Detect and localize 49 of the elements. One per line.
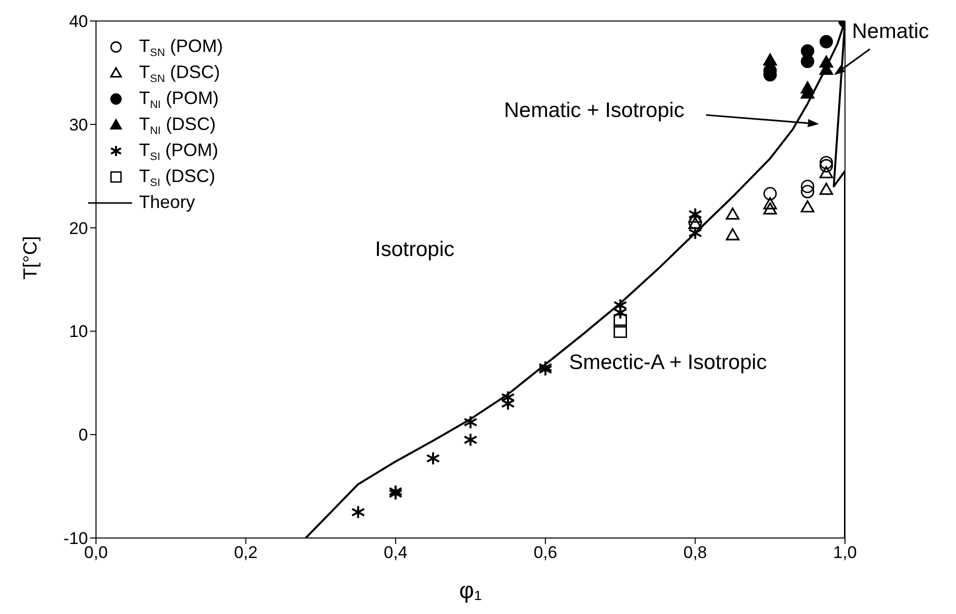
legend-label: T$_{NI}$ (DSC) [139,114,216,137]
point [800,54,814,68]
point [464,415,478,430]
x-tick-label: 1,0 [833,543,857,562]
legend-label: T$_{NI}$ (POM) [139,88,219,111]
x-tick-label: 0,6 [534,543,558,562]
text: Nematic [852,20,930,44]
x-tick-label: 0,4 [384,543,408,562]
point [820,34,833,48]
y-tick-label: 40 [69,12,88,32]
point [820,159,833,172]
x-tick-label: 0,8 [683,543,708,562]
point [351,505,366,520]
point [614,324,627,338]
y-tick-label: 0 [78,426,88,445]
point [763,53,777,66]
legend-label: T$_{SN}$ (POM) [139,36,223,59]
legend-label: T$_{SN}$ (DSC) [139,62,220,85]
point [464,432,478,447]
point [800,180,814,194]
legend-label: T$_{SI}$ (POM) [139,140,218,163]
point [688,226,702,240]
point [726,228,740,240]
legend-label: Theory [139,192,196,212]
y-axis-title: T[°C] [20,236,42,280]
point [820,156,833,170]
point [613,306,628,320]
point [614,314,627,328]
point [388,486,403,501]
x-tick-label: 0,0 [84,543,108,562]
annotation: Isotropic [375,238,454,262]
point [819,182,834,195]
y-tick-label: 10 [69,322,88,342]
point [800,200,814,212]
point [819,166,834,178]
point [763,186,777,200]
x-tick-label: 0,2 [234,543,258,562]
annotation: Smectic-A + Isotropic [569,351,767,375]
point [426,451,440,466]
x-axis-title: φ₁ [459,577,482,603]
point [763,202,777,214]
point [800,184,814,198]
point [388,484,403,498]
y-tick-label: 20 [69,218,88,238]
y-tick-label: 30 [69,115,88,134]
legend-label: T$_{SI}$ (DSC) [139,166,216,189]
annotation: Nematic + Isotropic [504,99,684,123]
point [688,207,702,222]
point [726,208,740,220]
